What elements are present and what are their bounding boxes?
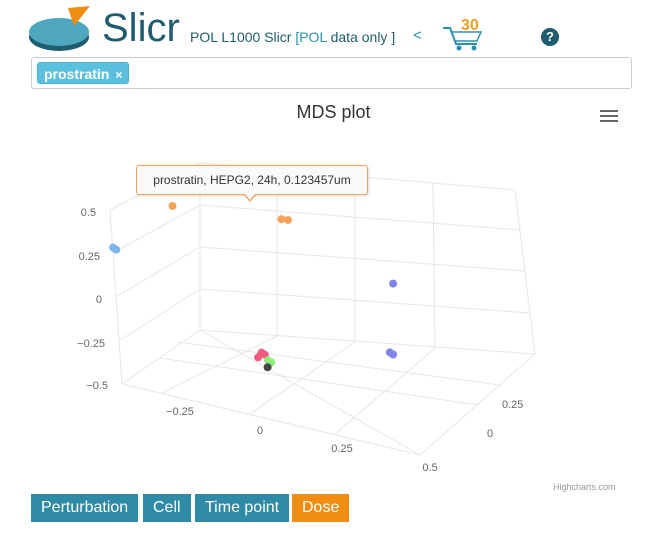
subtitle-main: POL L1000 Slicr [190,29,292,45]
brand-title: Slicr [102,6,180,50]
search-tag-label: prostratin [44,66,110,82]
x-tick-label: −0.25 [166,406,194,418]
search-tag[interactable]: prostratin × [37,62,130,84]
help-icon[interactable]: ? [541,28,559,46]
axis-labels: 0.5 0.25 0 −0.25 −0.5 −0.25 0 0.25 0.5 0… [77,207,523,474]
data-point[interactable] [389,350,398,359]
data-point[interactable] [112,245,121,254]
color-by-dose-button[interactable]: Dose [292,494,350,522]
data-point[interactable] [277,215,286,224]
y-tick-label: 0.5 [81,207,96,219]
subtitle-bracket-open: [ [295,29,300,45]
x-tick-label: 0.5 [422,462,437,474]
data-point[interactable] [284,216,292,224]
tooltip-pointer-inner [244,193,256,200]
remove-tag-icon[interactable]: × [115,68,123,82]
color-by-timepoint-button[interactable]: Time point [195,494,290,522]
data-point[interactable] [168,202,177,210]
z-tick-label: 0.25 [502,399,523,411]
chart-menu-icon[interactable] [600,110,618,124]
color-by-cell-button[interactable]: Cell [143,494,191,522]
y-tick-label: 0.25 [79,251,100,263]
y-tick-label: −0.5 [86,380,108,392]
data-points [109,202,398,372]
slicr-logo [29,6,90,51]
x-tick-label: 0.25 [331,443,352,455]
x-tick-label: 0 [257,425,263,437]
data-point[interactable] [254,353,263,362]
y-tick-label: −0.25 [77,338,105,350]
data-point[interactable] [389,279,398,288]
chart-title: MDS plot [296,102,371,122]
chart-credits[interactable]: Highcharts.com [553,482,616,492]
app-subtitle: POL L1000 Slicr [POL data only ] [190,29,395,45]
search-input[interactable]: prostratin × [31,57,632,89]
z-tick-label: 0 [487,428,493,440]
subtitle-rest: data only ] [330,29,396,45]
subtitle-pol: POL [299,29,327,45]
data-point[interactable] [263,363,272,372]
cart-count-badge: 30 [461,17,479,34]
back-icon[interactable]: < [413,27,422,44]
y-tick-label: 0 [96,294,102,306]
point-tooltip: prostratin, HEPG2, 24h, 0.123457um [136,165,368,195]
cart-icon[interactable] [441,18,485,52]
color-by-perturbation-button[interactable]: Perturbation [31,494,139,522]
